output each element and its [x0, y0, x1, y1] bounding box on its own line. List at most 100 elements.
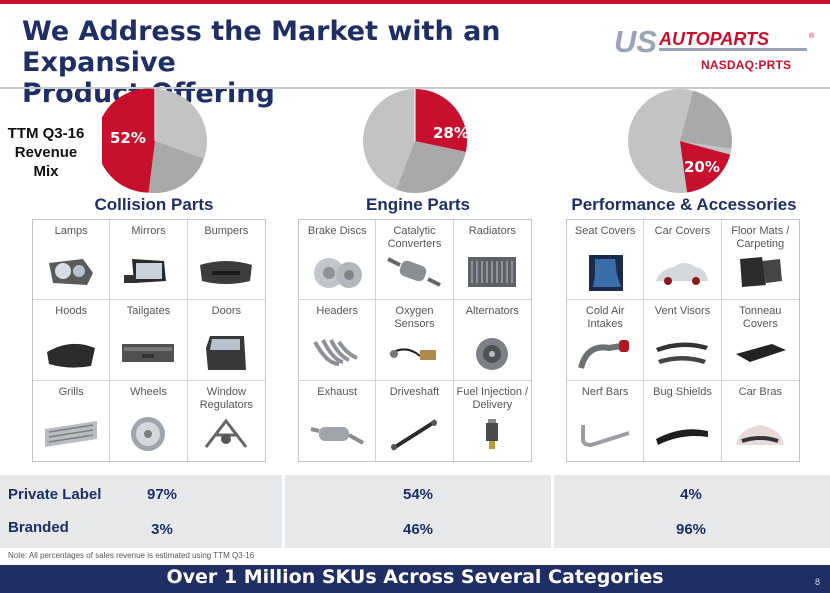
product-label: Radiators: [468, 225, 516, 237]
product-tile-headers[interactable]: Headers: [299, 300, 377, 381]
performance-accessories-grid: Seat Covers Car Covers Floor Mats / Carp…: [566, 219, 800, 462]
product-label: Lamps: [54, 225, 88, 237]
footnote: Note: All percentages of sales revenue i…: [8, 551, 255, 560]
product-tile-window-regulators[interactable]: Window Regulators: [188, 381, 265, 461]
product-tile-cold-air-intakes[interactable]: Cold Air Intakes: [567, 300, 645, 381]
product-tile-mirrors[interactable]: Mirrors: [110, 220, 188, 301]
stock-ticker: NASDAQ:PRTS: [701, 58, 792, 72]
fuel-injector-icon: [486, 419, 499, 449]
vent-visor-icon: [656, 342, 709, 364]
private-label-row-label: Private Label: [8, 486, 102, 503]
collision-parts-title: Collision Parts: [94, 195, 214, 214]
product-tile-tailgates[interactable]: Tailgates: [110, 300, 188, 381]
title-line-1: We Address the Market with an Expansive: [22, 16, 501, 78]
product-tile-seat-covers[interactable]: Seat Covers: [567, 220, 645, 301]
product-label: Nerf Bars: [581, 385, 629, 398]
product-tile-car-bras[interactable]: Car Bras: [722, 381, 799, 461]
collision-parts-grid: Lamps Mirrors Bumpers Hoods Tailgates Do…: [32, 219, 266, 462]
tonneau-cover-icon: [736, 343, 787, 362]
tailgate-icon: [122, 343, 175, 362]
product-label: Driveshaft: [389, 385, 440, 398]
alternator-icon: [476, 337, 509, 370]
mix-label-line-1: TTM Q3-16: [7, 125, 85, 142]
table-cell-performance: [554, 475, 830, 548]
car-bra-icon: [736, 425, 785, 445]
floor-mat-icon: [740, 257, 783, 288]
product-label: Fuel Injection / Delivery: [456, 385, 529, 411]
product-label: Seat Covers: [574, 225, 636, 237]
product-tile-fuel-injection[interactable]: Fuel Injection / Delivery: [454, 381, 531, 461]
mix-label-line-3: Mix: [33, 163, 59, 180]
collision-share-label: 52%: [110, 129, 146, 147]
catalytic-converter-icon: [387, 257, 442, 288]
product-label: Wheels: [130, 385, 167, 398]
footer-bar: [0, 565, 830, 593]
product-label: Oxygen Sensors: [394, 305, 435, 331]
engine-parts-grid: Brake Discs Catalytic Converters Radiato…: [298, 219, 532, 462]
exhaust-icon: [310, 427, 365, 445]
product-tile-exhaust[interactable]: Exhaust: [299, 380, 377, 461]
pie-engine: [363, 89, 468, 193]
footer-headline: Over 1 Million SKUs Across Several Categ…: [166, 566, 664, 588]
product-tile-nerf-bars[interactable]: Nerf Bars: [567, 380, 645, 461]
page-number: 8: [815, 577, 821, 587]
product-label: Hoods: [55, 305, 88, 318]
driveshaft-icon: [391, 419, 438, 451]
product-tile-car-covers[interactable]: Car Covers: [644, 220, 722, 301]
pie-collision: [102, 88, 207, 193]
logo-autoparts-mark: AUTOPARTS: [658, 29, 769, 49]
header-icon: [313, 338, 358, 366]
product-label: Vent Visors: [654, 305, 711, 318]
product-tile-wheels[interactable]: Wheels: [110, 380, 188, 461]
car-cover-icon: [656, 263, 709, 286]
grill-icon: [45, 421, 98, 447]
product-tile-oxygen-sensors[interactable]: Oxygen Sensors: [376, 300, 454, 381]
table-cell-engine: [285, 475, 551, 548]
mix-label-line-2: Revenue: [14, 144, 78, 161]
door-icon: [206, 335, 247, 370]
product-tile-catalytic-converters[interactable]: Catalytic Converters: [376, 220, 454, 301]
product-label: Headers: [316, 305, 358, 318]
product-label: Car Covers: [654, 225, 711, 237]
product-tile-bumpers[interactable]: Bumpers: [187, 220, 265, 301]
product-label: Catalytic Converters: [387, 225, 442, 250]
product-tile-brake-discs[interactable]: Brake Discs: [299, 220, 377, 301]
product-tile-bug-shields[interactable]: Bug Shields: [644, 380, 722, 461]
bug-shield-icon: [656, 429, 709, 445]
product-tile-doors[interactable]: Doors: [187, 300, 265, 381]
product-label: Window Regulators: [199, 385, 253, 411]
product-tile-floor-mats[interactable]: Floor Mats / Carpeting: [721, 220, 799, 301]
engine-share-label: 28%: [433, 124, 469, 142]
engine-parts-title: Engine Parts: [366, 195, 470, 214]
product-tile-radiators[interactable]: Radiators: [453, 220, 531, 301]
product-tile-lamps[interactable]: Lamps: [33, 220, 111, 301]
radiator-icon: [468, 257, 517, 288]
product-tile-driveshaft[interactable]: Driveshaft: [376, 380, 454, 461]
product-label: Bumpers: [204, 225, 249, 237]
seat-cover-icon: [589, 255, 624, 292]
product-tile-hoods[interactable]: Hoods: [33, 300, 111, 381]
nerf-bar-icon: [581, 425, 630, 448]
performance-share-label: 20%: [684, 158, 720, 176]
product-tile-alternators[interactable]: Alternators: [453, 300, 531, 381]
pie-performance-share: [680, 141, 731, 193]
bumper-icon: [200, 261, 253, 285]
engine-private-label-value: 54%: [402, 486, 434, 503]
header-divider: [0, 87, 830, 89]
product-label: Doors: [211, 305, 241, 318]
product-label: Cold Air Intakes: [585, 305, 625, 331]
revenue-mix-label: TTM Q3-16 Revenue Mix: [4, 124, 88, 181]
performance-branded-value: 96%: [675, 521, 707, 538]
product-tile-tonneau-covers[interactable]: Tonneau Covers: [721, 300, 799, 381]
product-label: Alternators: [465, 305, 519, 318]
performance-accessories-title: Performance & Accessories: [571, 195, 797, 214]
product-label: Exhaust: [317, 385, 358, 398]
window-regulator-icon: [205, 418, 248, 448]
company-logo: US AUTOPARTS ®: [614, 24, 815, 58]
product-tile-grills[interactable]: Grills: [33, 380, 111, 461]
product-label: Grills: [58, 385, 84, 398]
svg-text:®: ®: [809, 32, 815, 40]
product-tile-vent-visors[interactable]: Vent Visors: [644, 300, 722, 381]
product-label: Car Bras: [738, 385, 783, 398]
mirror-icon: [124, 259, 167, 284]
